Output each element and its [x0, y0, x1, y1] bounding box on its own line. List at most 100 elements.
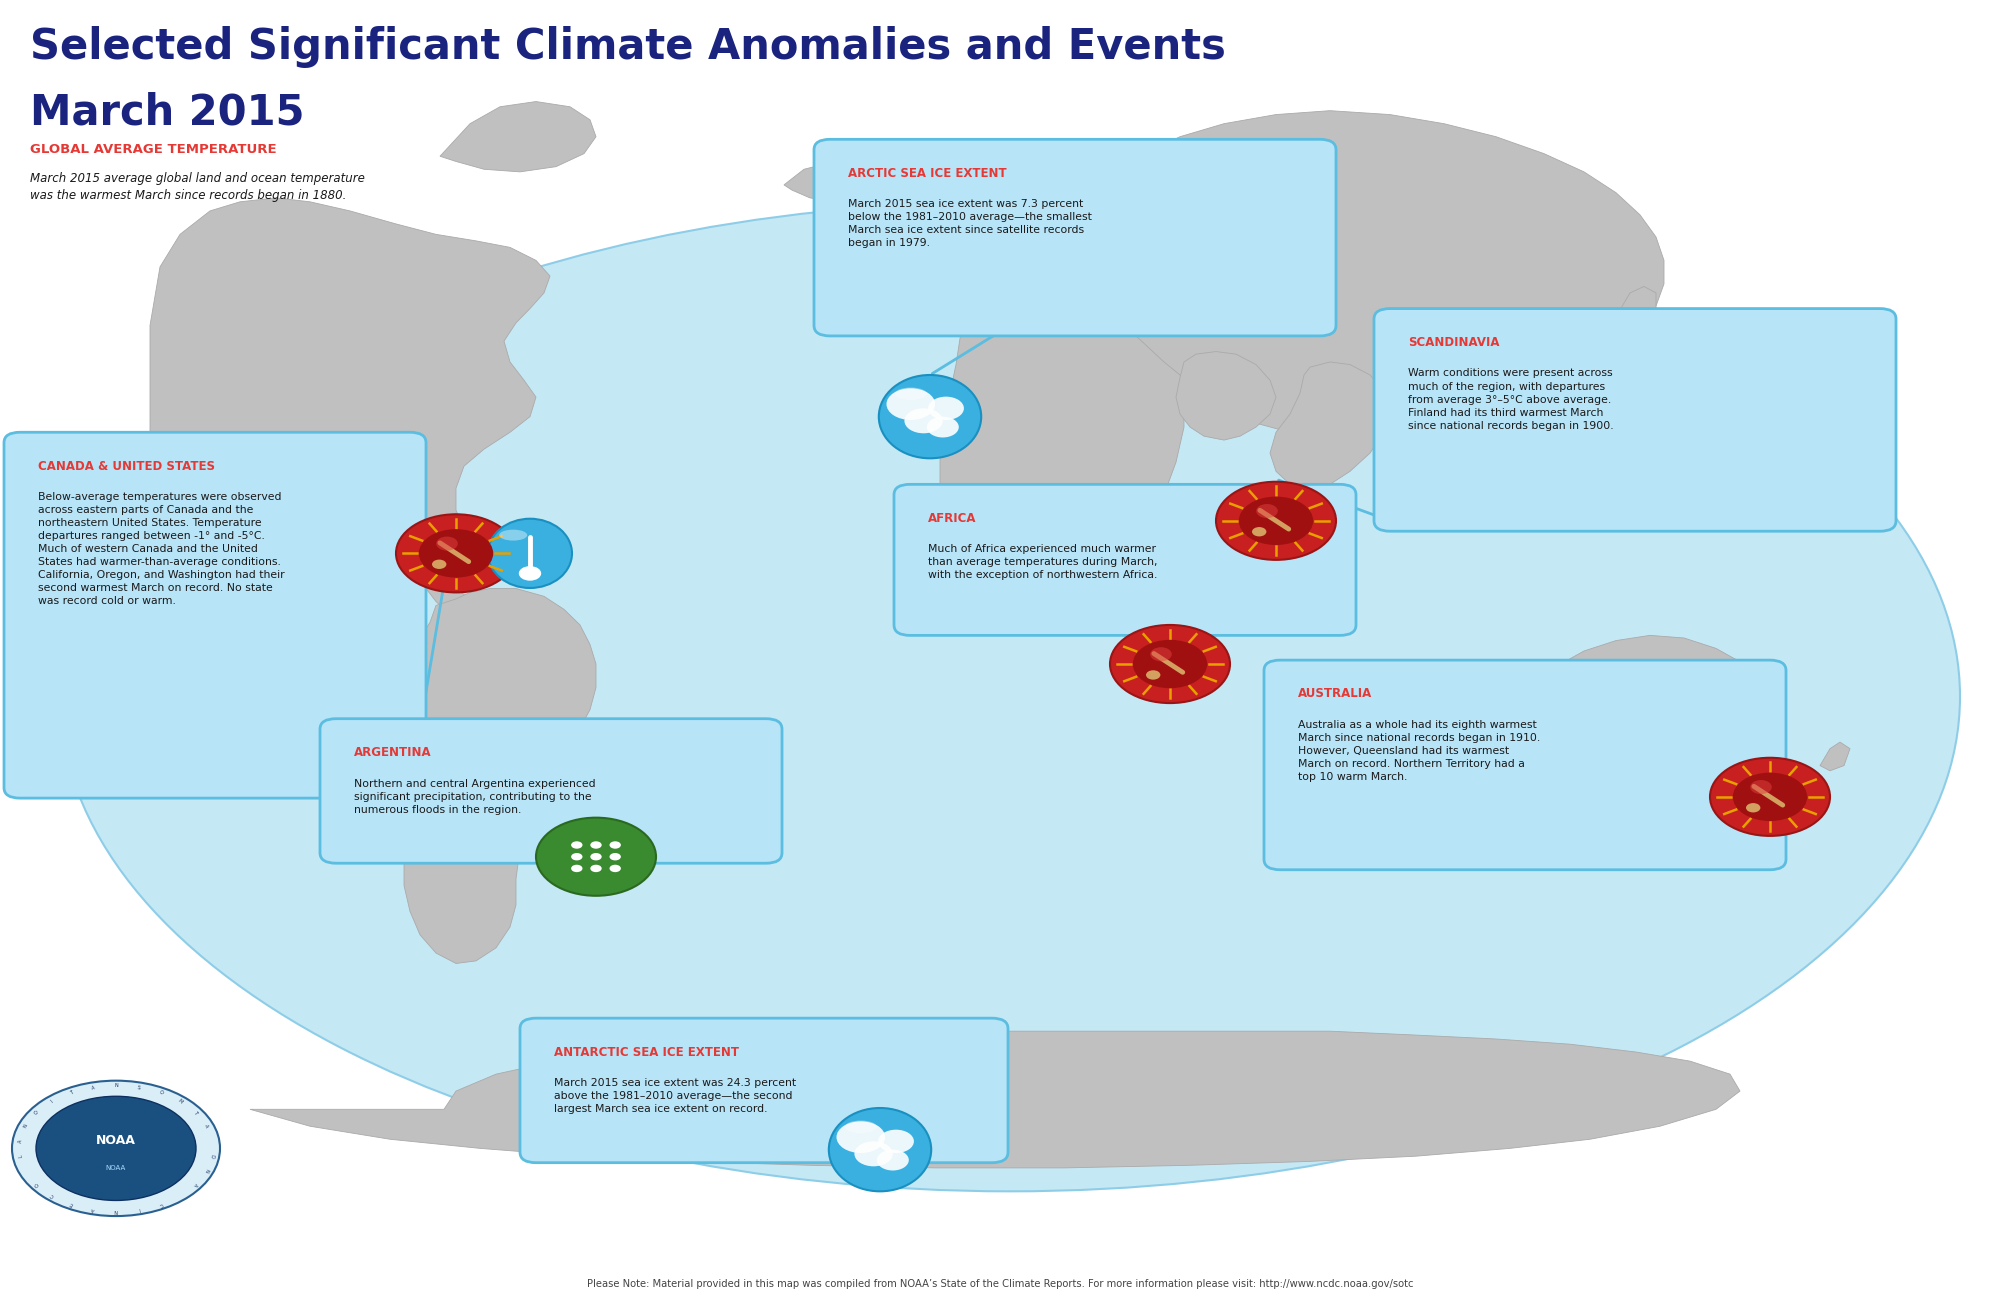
- Polygon shape: [150, 198, 550, 599]
- Text: ANTARCTIC SEA ICE EXTENT: ANTARCTIC SEA ICE EXTENT: [554, 1046, 740, 1059]
- Polygon shape: [1550, 406, 1624, 445]
- Text: N: N: [114, 1208, 118, 1213]
- Text: S: S: [136, 1085, 142, 1091]
- Text: AUSTRALIA: AUSTRALIA: [1298, 687, 1372, 700]
- Text: Much of Africa experienced much warmer
than average temperatures during March,
w: Much of Africa experienced much warmer t…: [928, 544, 1158, 581]
- Ellipse shape: [828, 1108, 932, 1191]
- Text: ARGENTINA: ARGENTINA: [354, 746, 432, 759]
- Circle shape: [886, 388, 936, 421]
- Circle shape: [1150, 647, 1172, 661]
- Text: March 2015 average global land and ocean temperature
was the warmest March since: March 2015 average global land and ocean…: [30, 172, 364, 202]
- Polygon shape: [1510, 635, 1776, 818]
- FancyBboxPatch shape: [1374, 309, 1896, 531]
- Circle shape: [590, 853, 602, 861]
- Text: T: T: [192, 1111, 198, 1116]
- Circle shape: [518, 566, 542, 581]
- Circle shape: [418, 529, 494, 578]
- Circle shape: [928, 397, 964, 421]
- FancyBboxPatch shape: [894, 484, 1356, 635]
- FancyBboxPatch shape: [1264, 660, 1786, 870]
- Ellipse shape: [894, 388, 926, 400]
- Circle shape: [536, 818, 656, 896]
- Polygon shape: [344, 589, 596, 963]
- Text: N: N: [24, 1124, 30, 1129]
- Circle shape: [610, 865, 620, 872]
- Text: N: N: [202, 1168, 208, 1173]
- Text: I: I: [50, 1099, 54, 1104]
- FancyBboxPatch shape: [4, 432, 426, 798]
- Text: A: A: [202, 1124, 208, 1129]
- Polygon shape: [784, 163, 870, 202]
- Text: A: A: [90, 1085, 96, 1091]
- FancyBboxPatch shape: [814, 139, 1336, 336]
- Circle shape: [1132, 639, 1208, 689]
- Circle shape: [1746, 803, 1760, 812]
- Text: Below-average temperatures were observed
across eastern parts of Canada and the
: Below-average temperatures were observed…: [38, 492, 284, 607]
- Text: March 2015 sea ice extent was 24.3 percent
above the 1981–2010 average—the secon: March 2015 sea ice extent was 24.3 perce…: [554, 1078, 796, 1115]
- Circle shape: [590, 841, 602, 849]
- Circle shape: [1256, 504, 1278, 518]
- Text: Please Note: Material provided in this map was compiled from NOAA’s State of the: Please Note: Material provided in this m…: [586, 1279, 1414, 1289]
- Circle shape: [36, 1096, 196, 1200]
- Polygon shape: [910, 202, 956, 237]
- Circle shape: [396, 514, 516, 592]
- Circle shape: [1732, 772, 1808, 822]
- Polygon shape: [436, 544, 470, 557]
- Text: Australia as a whole had its eighth warmest
March since national records began i: Australia as a whole had its eighth warm…: [1298, 720, 1540, 783]
- Polygon shape: [1094, 111, 1664, 432]
- Polygon shape: [940, 237, 1184, 615]
- Polygon shape: [1820, 742, 1850, 771]
- Text: L: L: [18, 1155, 24, 1157]
- Text: M: M: [176, 1099, 182, 1105]
- Text: NOAA: NOAA: [106, 1165, 126, 1170]
- Text: C: C: [50, 1193, 56, 1198]
- Polygon shape: [1270, 362, 1390, 488]
- Polygon shape: [1064, 154, 1150, 211]
- Circle shape: [1710, 758, 1830, 836]
- Circle shape: [878, 1130, 914, 1154]
- Polygon shape: [1504, 341, 1590, 401]
- Text: SCANDINAVIA: SCANDINAVIA: [1408, 336, 1500, 349]
- Text: N: N: [114, 1083, 118, 1088]
- Polygon shape: [1620, 286, 1656, 319]
- Text: O: O: [158, 1090, 164, 1096]
- Circle shape: [1252, 527, 1266, 536]
- Ellipse shape: [60, 202, 1960, 1191]
- Circle shape: [572, 841, 582, 849]
- Circle shape: [854, 1142, 892, 1167]
- Circle shape: [436, 536, 458, 551]
- Text: A: A: [90, 1206, 96, 1212]
- Circle shape: [12, 1081, 220, 1216]
- Circle shape: [610, 841, 620, 849]
- Text: Warm conditions were present across
much of the region, with departures
from ave: Warm conditions were present across much…: [1408, 368, 1614, 431]
- Text: T: T: [68, 1090, 74, 1096]
- Text: March 2015: March 2015: [30, 91, 304, 133]
- Text: I: I: [138, 1207, 140, 1212]
- Circle shape: [1110, 625, 1230, 703]
- Polygon shape: [424, 560, 480, 618]
- Text: Selected Significant Climate Anomalies and Events: Selected Significant Climate Anomalies a…: [30, 26, 1226, 68]
- Text: March 2015 sea ice extent was 7.3 percent
below the 1981–2010 average—the smalle: March 2015 sea ice extent was 7.3 percen…: [848, 199, 1092, 249]
- Ellipse shape: [500, 530, 528, 540]
- Text: O: O: [34, 1181, 40, 1187]
- Text: GLOBAL AVERAGE TEMPERATURE: GLOBAL AVERAGE TEMPERATURE: [30, 143, 276, 156]
- Circle shape: [926, 417, 958, 437]
- Circle shape: [1238, 496, 1314, 546]
- Text: Northern and central Argentina experienced
significant precipitation, contributi: Northern and central Argentina experienc…: [354, 779, 596, 815]
- Polygon shape: [250, 1031, 1740, 1168]
- FancyBboxPatch shape: [320, 719, 782, 863]
- Polygon shape: [440, 102, 596, 172]
- Ellipse shape: [878, 375, 982, 458]
- Text: D: D: [208, 1154, 214, 1157]
- Text: AFRICA: AFRICA: [928, 512, 976, 525]
- FancyBboxPatch shape: [520, 1018, 1008, 1163]
- Polygon shape: [936, 176, 1156, 284]
- Text: A: A: [192, 1181, 198, 1186]
- Circle shape: [876, 1150, 908, 1170]
- Circle shape: [610, 853, 620, 861]
- Text: E: E: [68, 1200, 74, 1207]
- Circle shape: [1750, 780, 1772, 794]
- Text: O: O: [34, 1109, 40, 1116]
- Text: A: A: [18, 1139, 24, 1143]
- Polygon shape: [1176, 352, 1276, 440]
